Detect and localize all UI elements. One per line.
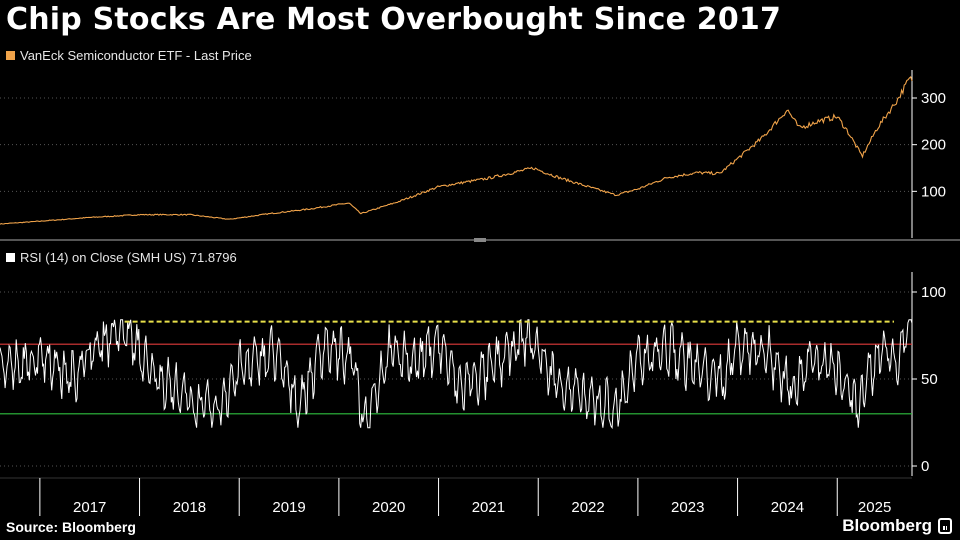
x-tick-label-2019: 2019: [272, 499, 305, 516]
rsi-tick-label: 50: [921, 371, 938, 388]
bloomberg-terminal-icon: [938, 518, 952, 534]
x-tick-label-2018: 2018: [173, 499, 206, 516]
price-series-line: [0, 75, 913, 225]
x-tick-label-2017: 2017: [73, 499, 106, 516]
source-note: Source: Bloomberg: [6, 519, 136, 535]
x-tick-label-2020: 2020: [372, 499, 405, 516]
price-legend: VanEck Semiconductor ETF - Last Price: [6, 48, 252, 63]
x-tick-label-2023: 2023: [671, 499, 704, 516]
price-legend-label: VanEck Semiconductor ETF - Last Price: [20, 48, 252, 63]
rsi-series-line: [0, 318, 913, 430]
price-tick-label: 200: [921, 137, 946, 154]
x-tick-label-2025: 2025: [858, 499, 891, 516]
panel-divider-handle: [474, 238, 486, 242]
x-tick-label-2024: 2024: [771, 499, 804, 516]
price-tick-label: 300: [921, 90, 946, 107]
brand-logo: Bloomberg: [842, 516, 952, 536]
price-tick-label: 100: [921, 183, 946, 200]
x-tick-label-2022: 2022: [571, 499, 604, 516]
rsi-tick-label: 0: [921, 458, 929, 475]
rsi-tick-label: 100: [921, 284, 946, 301]
chart-title: Chip Stocks Are Most Overbought Since 20…: [6, 2, 782, 37]
rsi-legend-swatch: [6, 253, 15, 262]
x-tick-label-2021: 2021: [472, 499, 505, 516]
rsi-legend-label: RSI (14) on Close (SMH US) 71.8796: [20, 250, 237, 265]
price-legend-swatch: [6, 51, 15, 60]
brand-name: Bloomberg: [842, 516, 932, 535]
rsi-legend: RSI (14) on Close (SMH US) 71.8796: [6, 250, 237, 265]
